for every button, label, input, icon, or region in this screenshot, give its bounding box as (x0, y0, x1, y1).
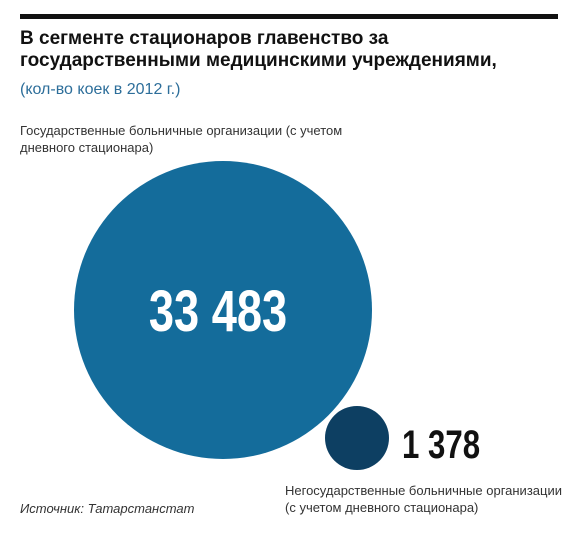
private-organizations-value-label: 1 378 (402, 422, 480, 467)
private-organizations-bubble (325, 406, 389, 470)
private-organizations-label: Негосударственные больничные организации… (285, 483, 562, 515)
chart-title: В сегменте стационаров главенство за гос… (20, 28, 497, 71)
state-organizations-bubble (74, 161, 372, 459)
top-rule (20, 14, 558, 19)
state-organizations-value-label: 33 483 (149, 280, 287, 345)
chart-subtitle: (кол-во коек в 2012 г.) (20, 81, 181, 98)
state-organizations-label: Государственные больничные организации (… (20, 123, 343, 155)
source-note: Источник: Татарстанстат (20, 501, 195, 516)
